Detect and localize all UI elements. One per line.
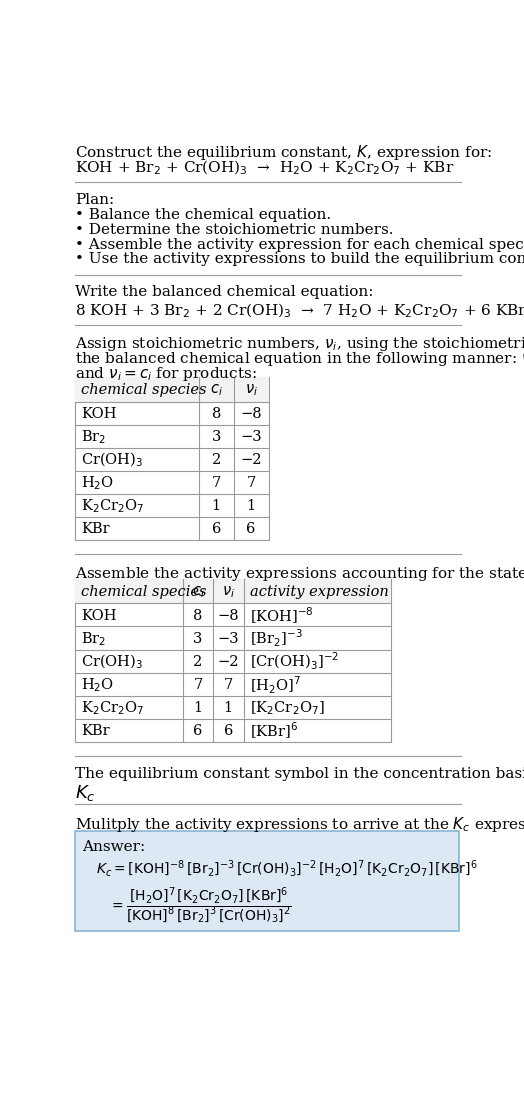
Text: Cr(OH)$_3$: Cr(OH)$_3$ bbox=[81, 451, 143, 469]
Text: the balanced chemical equation in the following manner: $\nu_i = -c_i$ for react: the balanced chemical equation in the fo… bbox=[75, 350, 524, 368]
Text: 6: 6 bbox=[224, 724, 233, 738]
Text: Br$_2$: Br$_2$ bbox=[81, 428, 106, 446]
Text: activity expression: activity expression bbox=[250, 585, 389, 599]
Text: 1: 1 bbox=[212, 500, 221, 513]
Text: $c_i$: $c_i$ bbox=[210, 382, 223, 397]
Text: [Cr(OH)$_3$]$^{-2}$: [Cr(OH)$_3$]$^{-2}$ bbox=[250, 652, 339, 673]
Text: 6: 6 bbox=[212, 523, 221, 536]
Text: H$_2$O: H$_2$O bbox=[81, 475, 114, 492]
FancyBboxPatch shape bbox=[75, 830, 459, 930]
Text: • Balance the chemical equation.: • Balance the chemical equation. bbox=[75, 208, 331, 222]
Text: 3: 3 bbox=[212, 430, 221, 444]
Text: [K$_2$Cr$_2$O$_7$]: [K$_2$Cr$_2$O$_7$] bbox=[250, 699, 324, 717]
Text: 2: 2 bbox=[212, 454, 221, 467]
Text: H$_2$O: H$_2$O bbox=[81, 676, 114, 694]
Text: −8: −8 bbox=[241, 407, 262, 421]
Text: KOH: KOH bbox=[81, 609, 116, 623]
Text: Construct the equilibrium constant, $K$, expression for:: Construct the equilibrium constant, $K$,… bbox=[75, 143, 492, 162]
Text: Plan:: Plan: bbox=[75, 193, 114, 207]
Text: 2: 2 bbox=[193, 655, 203, 669]
Text: • Use the activity expressions to build the equilibrium constant expression.: • Use the activity expressions to build … bbox=[75, 252, 524, 266]
Text: 7: 7 bbox=[212, 477, 221, 490]
Text: 1: 1 bbox=[193, 701, 203, 715]
Text: 1: 1 bbox=[224, 701, 233, 715]
Text: KBr: KBr bbox=[81, 724, 110, 738]
Text: K$_2$Cr$_2$O$_7$: K$_2$Cr$_2$O$_7$ bbox=[81, 699, 144, 717]
Text: −2: −2 bbox=[217, 655, 239, 669]
Text: • Determine the stoichiometric numbers.: • Determine the stoichiometric numbers. bbox=[75, 224, 394, 237]
Text: KBr: KBr bbox=[81, 523, 110, 536]
Text: • Assemble the activity expression for each chemical species.: • Assemble the activity expression for e… bbox=[75, 238, 524, 252]
Text: Br$_2$: Br$_2$ bbox=[81, 630, 106, 647]
Text: Write the balanced chemical equation:: Write the balanced chemical equation: bbox=[75, 285, 373, 299]
Text: Assign stoichiometric numbers, $\nu_i$, using the stoichiometric coefficients, $: Assign stoichiometric numbers, $\nu_i$, … bbox=[75, 336, 524, 353]
Text: $K_c$: $K_c$ bbox=[75, 783, 95, 803]
Text: Mulitply the activity expressions to arrive at the $K_c$ expression:: Mulitply the activity expressions to arr… bbox=[75, 815, 524, 835]
Text: [KOH]$^{-8}$: [KOH]$^{-8}$ bbox=[250, 606, 313, 625]
Text: $c_i$: $c_i$ bbox=[192, 584, 204, 600]
Text: 7: 7 bbox=[246, 477, 256, 490]
Text: $\nu_i$: $\nu_i$ bbox=[245, 382, 258, 397]
Text: Answer:: Answer: bbox=[83, 840, 146, 853]
Text: $\nu_i$: $\nu_i$ bbox=[222, 584, 235, 600]
Text: 8 KOH + 3 Br$_2$ + 2 Cr(OH)$_3$  →  7 H$_2$O + K$_2$Cr$_2$O$_7$ + 6 KBr: 8 KOH + 3 Br$_2$ + 2 Cr(OH)$_3$ → 7 H$_2… bbox=[75, 302, 524, 320]
Text: 6: 6 bbox=[246, 523, 256, 536]
Text: KOH + Br$_2$ + Cr(OH)$_3$  →  H$_2$O + K$_2$Cr$_2$O$_7$ + KBr: KOH + Br$_2$ + Cr(OH)$_3$ → H$_2$O + K$_… bbox=[75, 159, 454, 177]
Bar bbox=[75, 377, 268, 402]
Text: 1: 1 bbox=[247, 500, 256, 513]
Text: $K_c = \mathrm{[KOH]}^{-8}\,\mathrm{[Br_2]}^{-3}\,\mathrm{[Cr(OH)_3]}^{-2}\,\mat: $K_c = \mathrm{[KOH]}^{-8}\,\mathrm{[Br_… bbox=[96, 859, 478, 879]
Text: 6: 6 bbox=[193, 724, 203, 738]
Text: 8: 8 bbox=[212, 407, 221, 421]
Text: Assemble the activity expressions accounting for the state of matter and $\nu_i$: Assemble the activity expressions accoun… bbox=[75, 565, 524, 582]
Text: −2: −2 bbox=[241, 454, 262, 467]
Text: −8: −8 bbox=[217, 609, 239, 623]
Text: 8: 8 bbox=[193, 609, 203, 623]
Text: −3: −3 bbox=[217, 632, 239, 646]
Text: and $\nu_i = c_i$ for products:: and $\nu_i = c_i$ for products: bbox=[75, 364, 257, 383]
Text: [Br$_2$]$^{-3}$: [Br$_2$]$^{-3}$ bbox=[250, 628, 302, 650]
Text: The equilibrium constant symbol in the concentration basis is:: The equilibrium constant symbol in the c… bbox=[75, 766, 524, 781]
Text: $= \dfrac{\mathrm{[H_2O]}^7\,\mathrm{[K_2Cr_2O_7]}\,\mathrm{[KBr]}^6}{\mathrm{[K: $= \dfrac{\mathrm{[H_2O]}^7\,\mathrm{[K_… bbox=[109, 886, 292, 926]
Bar bbox=[75, 579, 391, 603]
Text: 7: 7 bbox=[193, 678, 203, 693]
Text: K$_2$Cr$_2$O$_7$: K$_2$Cr$_2$O$_7$ bbox=[81, 498, 144, 515]
Text: 7: 7 bbox=[224, 678, 233, 693]
Text: [KBr]$^6$: [KBr]$^6$ bbox=[250, 721, 298, 741]
Bar bbox=[75, 377, 268, 541]
Text: chemical species: chemical species bbox=[81, 585, 206, 599]
Bar bbox=[75, 579, 391, 742]
Text: 3: 3 bbox=[193, 632, 203, 646]
Text: KOH: KOH bbox=[81, 407, 116, 421]
Text: [H$_2$O]$^7$: [H$_2$O]$^7$ bbox=[250, 674, 301, 696]
Text: chemical species: chemical species bbox=[81, 383, 206, 397]
Text: Cr(OH)$_3$: Cr(OH)$_3$ bbox=[81, 653, 143, 672]
Text: −3: −3 bbox=[241, 430, 262, 444]
